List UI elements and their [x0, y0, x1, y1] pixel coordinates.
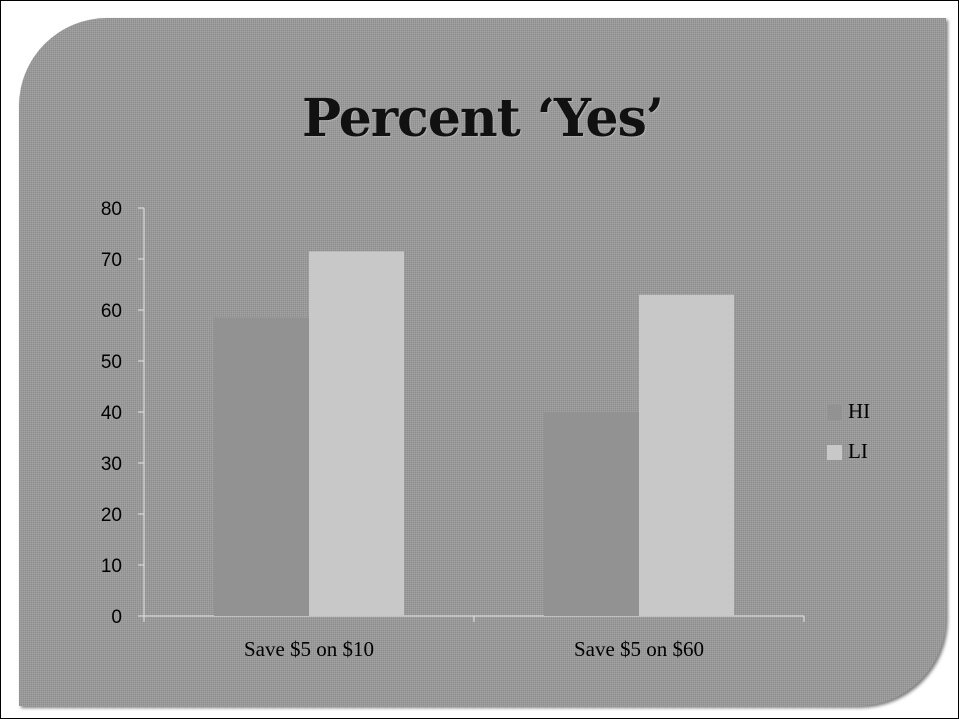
y-tick-label: 20: [101, 505, 122, 526]
y-tick-label: 0: [111, 607, 122, 628]
legend-swatch-hi: [827, 405, 842, 420]
bar-chart: 0 10 20 30 40 50 60 70 80 Save $5 on $10 Save $5 o…: [101, 199, 870, 661]
chart-legend: HI LI: [827, 399, 870, 463]
bar-hi-2: [544, 412, 639, 616]
bar-hi-1: [214, 317, 309, 616]
bar-li-2: [639, 294, 734, 616]
chart-slide: Percent ‘Yes’ 0 10 20 30 40 50 60 70 80 Save $5 o…: [19, 18, 946, 706]
legend-swatch-li: [827, 445, 842, 460]
x-category-label: Save $5 on $60: [574, 637, 704, 661]
y-tick-label: 40: [101, 403, 122, 424]
chart-labels: 0 10 20 30 40 50 60 70 80 Save $5 on $10 Save $5 o…: [101, 199, 704, 661]
y-tick-label: 10: [101, 556, 122, 577]
bar-li-1: [309, 251, 404, 616]
y-tick-label: 70: [101, 250, 122, 271]
y-tick-label: 50: [101, 352, 122, 373]
y-tick-label: 80: [101, 199, 122, 220]
legend-label-hi: HI: [848, 399, 870, 423]
y-tick-label: 30: [101, 454, 122, 475]
chart-bars: [214, 251, 734, 616]
chart-title: Percent ‘Yes’: [301, 88, 664, 149]
y-tick-label: 60: [101, 301, 122, 322]
x-category-label: Save $5 on $10: [244, 637, 374, 661]
legend-label-li: LI: [848, 439, 868, 463]
